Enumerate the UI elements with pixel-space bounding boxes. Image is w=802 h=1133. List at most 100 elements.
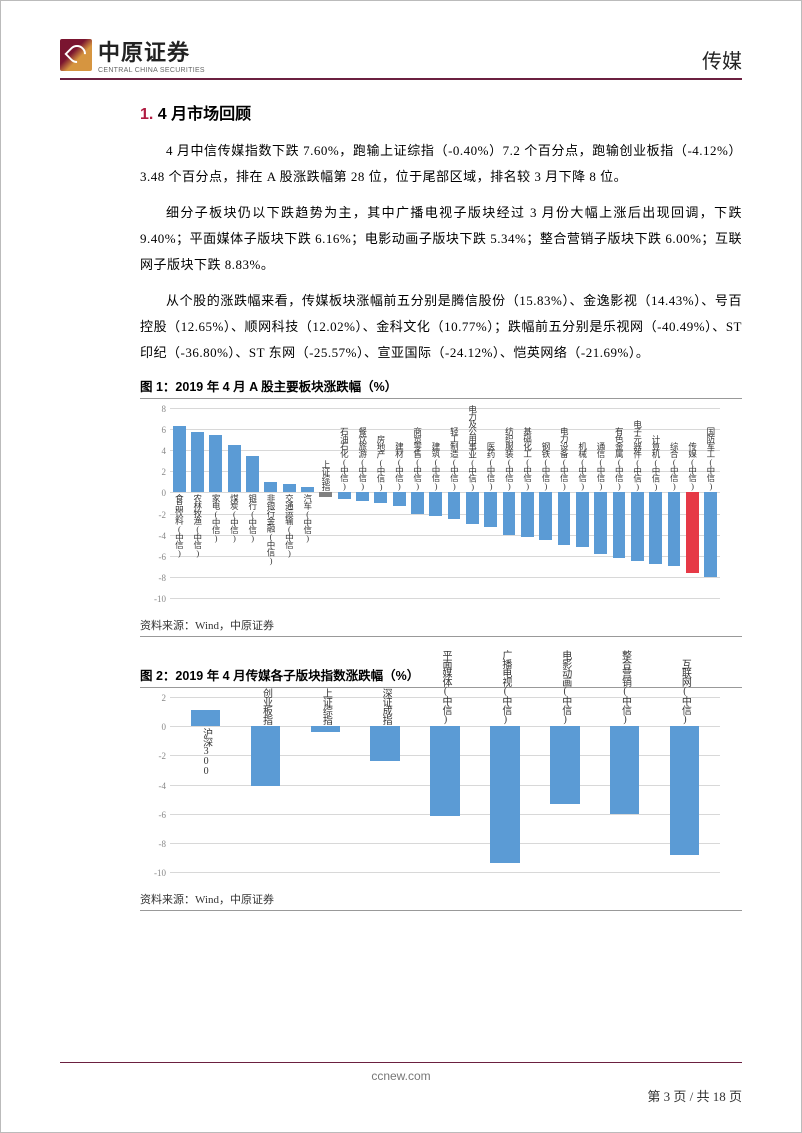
chart1-bar-label: 汽车(中信)	[303, 494, 312, 542]
chart1-bar-slot: 纺织服装(中信)	[500, 408, 518, 598]
chart1-bar-label: 石油石化(中信)	[340, 427, 349, 490]
chart1-bar-slot: 电力及公用事业(中信)	[463, 408, 481, 598]
chart1-ytick: -8	[159, 573, 167, 583]
chart1-bar-slot: 食品饮料(中信)	[170, 408, 188, 598]
chart1-bar	[264, 482, 277, 493]
chart1-bar-slot: 家电(中信)	[207, 408, 225, 598]
chart2-ytick: -8	[159, 839, 167, 849]
chart2-bar-slot: 广播电视(中信)	[480, 697, 529, 872]
chart1-bar-slot: 交通运输(中信)	[280, 408, 298, 598]
chart2-bar-label: 深证成指	[380, 688, 390, 724]
chart1-bar	[649, 492, 662, 564]
chart1-bar	[613, 492, 626, 557]
chart1-bar	[301, 487, 314, 492]
chart1-bar-slot: 机械(中信)	[573, 408, 591, 598]
chart1-bar-label: 计算机(中信)	[651, 435, 660, 491]
chart1-bar	[521, 492, 534, 536]
chart2-ytick: -10	[154, 868, 166, 878]
chart2-bar-slot: 沪深300	[181, 697, 230, 872]
chart1-bar-label: 纺织服装(中信)	[505, 427, 514, 490]
footer-page: 第 3 页 / 共 18 页	[0, 1086, 742, 1105]
chart2-bar-slot: 上证综指	[301, 697, 350, 872]
chart1-bar-slot: 医药(中信)	[482, 408, 500, 598]
chart1-gridline: -10	[170, 598, 720, 599]
chart1-bar-label: 国防军工(中信)	[706, 427, 715, 490]
chart2-bar-label: 创业板指	[260, 688, 270, 724]
chart1-bar-label: 钢铁(中信)	[541, 442, 550, 490]
chart2-ytick: 2	[162, 693, 167, 703]
chart2-bar	[370, 726, 400, 761]
chart1-bar-label: 商贸零售(中信)	[413, 427, 422, 490]
chart1-ytick: -10	[154, 594, 166, 604]
chart2-bar	[550, 726, 580, 804]
chart2-bar-slot: 电影动画(中信)	[540, 697, 589, 872]
chart1-bar	[484, 492, 497, 527]
chart1-bar-slot: 煤炭(中信)	[225, 408, 243, 598]
chart1-bar-slot: 钢铁(中信)	[537, 408, 555, 598]
chart1-bar-label: 电子元器件(中信)	[633, 420, 642, 491]
chart2-bar	[251, 726, 281, 786]
chart1-bar-slot: 综合(中信)	[665, 408, 683, 598]
chart1-bar-label: 上证综指	[322, 460, 331, 490]
chart1-bar	[503, 492, 516, 534]
chart1-bar	[393, 492, 406, 506]
chart1-plot: -10-8-6-4-202468食品饮料(中信)农林牧渔(中信)家电(中信)煤炭…	[170, 408, 720, 598]
chart1-bar-slot: 通信(中信)	[592, 408, 610, 598]
chart1-container: -10-8-6-4-202468食品饮料(中信)农林牧渔(中信)家电(中信)煤炭…	[140, 403, 742, 637]
chart1-bar	[191, 432, 204, 492]
logo-text-cn: 中原证券	[98, 40, 190, 65]
chart1-bar	[283, 484, 296, 492]
chart1-bar	[356, 492, 369, 500]
chart1-ytick: -6	[159, 552, 167, 562]
chart1-bar-label: 传媒(中信)	[688, 442, 697, 490]
chart1-bar	[558, 492, 571, 545]
chart1-bar-label: 交通运输(中信)	[285, 494, 294, 557]
paragraph-3: 从个股的涨跌幅来看，传媒板块涨幅前五分别是腾信股份（15.83%）、金逸影视（1…	[140, 288, 742, 366]
chart1-bar	[429, 492, 442, 515]
chart1-bar-slot: 餐饮旅游(中信)	[353, 408, 371, 598]
chart1-bar	[576, 492, 589, 547]
chart1-bar-label: 食品饮料(中信)	[175, 494, 184, 557]
chart2-bar-slot: 互联网(中信)	[660, 697, 709, 872]
paragraph-2: 细分子板块仍以下跌趋势为主，其中广播电视子版块经过 3 月份大幅上涨后出现回调，…	[140, 200, 742, 278]
chart2-bar-label: 沪深300	[201, 728, 211, 776]
chart1-bar-slot: 商贸零售(中信)	[408, 408, 426, 598]
chart1-bar-slot: 建材(中信)	[390, 408, 408, 598]
chart1-bars: 食品饮料(中信)农林牧渔(中信)家电(中信)煤炭(中信)银行(中信)非银行金融(…	[170, 408, 720, 598]
chart2-bar-label: 电影动画(中信)	[560, 650, 570, 724]
chart2-container: -10-8-6-4-202沪深300创业板指上证综指深证成指平面媒体(中信)广播…	[140, 692, 742, 911]
chart1-ytick: 0	[162, 488, 167, 498]
chart1-bar-label: 电力及公用事业(中信)	[468, 405, 477, 491]
chart2-bar-slot: 整合营销(中信)	[600, 697, 649, 872]
chart1-bar-slot: 农林牧渔(中信)	[188, 408, 206, 598]
chart1-bar	[338, 492, 351, 498]
chart1-bar-label: 房地产(中信)	[377, 435, 386, 491]
chart2-bar-slot: 平面媒体(中信)	[420, 697, 469, 872]
section-heading: 4 月市场回顾	[158, 106, 251, 123]
chart1-bar-label: 非银行金融(中信)	[267, 494, 276, 565]
chart1-ytick: 2	[162, 467, 167, 477]
chart1-bar	[668, 492, 681, 566]
chart1-bar-slot: 汽车(中信)	[298, 408, 316, 598]
chart1-bar	[448, 492, 461, 518]
chart2-bar-slot: 创业板指	[241, 697, 290, 872]
chart1-bar-slot: 上证综指	[317, 408, 335, 598]
chart1-bar-label: 基础化工(中信)	[523, 427, 532, 490]
chart1-bar	[411, 492, 424, 513]
chart2-ytick: 0	[162, 722, 167, 732]
chart1-bar-label: 通信(中信)	[596, 442, 605, 490]
chart1-bar-label: 家电(中信)	[212, 494, 221, 542]
chart2-bar-label: 整合营销(中信)	[620, 650, 630, 724]
chart2-ytick: -2	[159, 751, 167, 761]
chart1-bar-label: 医药(中信)	[486, 442, 495, 490]
chart2-bar-label: 平面媒体(中信)	[440, 650, 450, 724]
chart1-bar	[466, 492, 479, 524]
chart1-bar	[594, 492, 607, 553]
footer-line	[60, 1062, 742, 1063]
chart1-bar	[209, 435, 222, 492]
chart2-gridline: -10	[170, 872, 720, 873]
chart1-bar-label: 建筑(中信)	[432, 442, 441, 490]
chart2-bar	[670, 726, 700, 855]
chart2: -10-8-6-4-202沪深300创业板指上证综指深证成指平面媒体(中信)广播…	[140, 692, 730, 887]
chart1-bar	[686, 492, 699, 572]
